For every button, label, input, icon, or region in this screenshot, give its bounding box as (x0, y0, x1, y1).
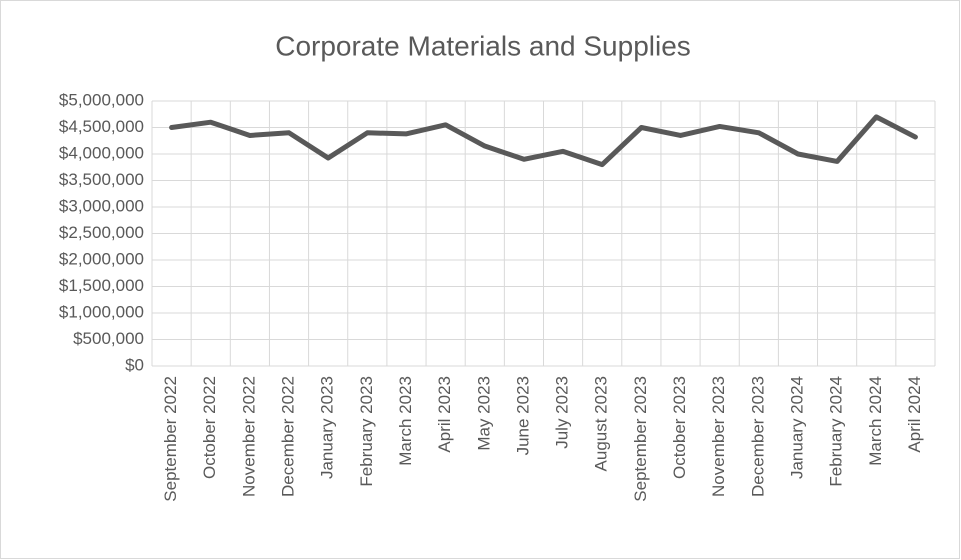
x-tick-label: March 2024 (866, 376, 885, 466)
x-tick-label: August 2023 (592, 376, 611, 471)
y-tick-label: $4,500,000 (59, 117, 144, 136)
y-tick-label: $4,000,000 (59, 143, 144, 162)
x-tick-label: April 2024 (905, 376, 924, 453)
y-tick-label: $1,000,000 (59, 302, 144, 321)
y-tick-label: $2,000,000 (59, 249, 144, 268)
y-tick-label: $3,000,000 (59, 196, 144, 215)
x-tick-label: September 2023 (631, 376, 650, 502)
y-tick-label: $3,500,000 (59, 170, 144, 189)
y-tick-label: $1,500,000 (59, 276, 144, 295)
data-line (169, 114, 918, 168)
x-tick-label: February 2023 (357, 376, 376, 487)
y-tick-label: $5,000,000 (59, 90, 144, 109)
x-tick-label: November 2023 (709, 376, 728, 497)
x-tick-label: May 2023 (474, 376, 493, 451)
x-tick-label: July 2023 (553, 376, 572, 449)
y-tick-label: $2,500,000 (59, 223, 144, 242)
x-tick-label: April 2023 (435, 376, 454, 453)
chart-title: Corporate Materials and Supplies (275, 30, 691, 61)
x-tick-label: December 2022 (279, 376, 298, 497)
x-tick-label: March 2023 (396, 376, 415, 466)
x-tick-label: February 2024 (827, 376, 846, 487)
x-tick-label: January 2023 (318, 376, 337, 479)
x-tick-label: September 2022 (161, 376, 180, 502)
x-tick-label: November 2022 (239, 376, 258, 497)
x-tick-label: October 2023 (670, 376, 689, 479)
x-tick-label: January 2024 (787, 376, 806, 479)
x-tick-label: June 2023 (513, 376, 532, 455)
y-tick-label: $0 (125, 355, 144, 374)
y-tick-label: $500,000 (73, 329, 144, 348)
x-tick-label: October 2022 (200, 376, 219, 479)
x-tick-label: December 2023 (748, 376, 767, 497)
